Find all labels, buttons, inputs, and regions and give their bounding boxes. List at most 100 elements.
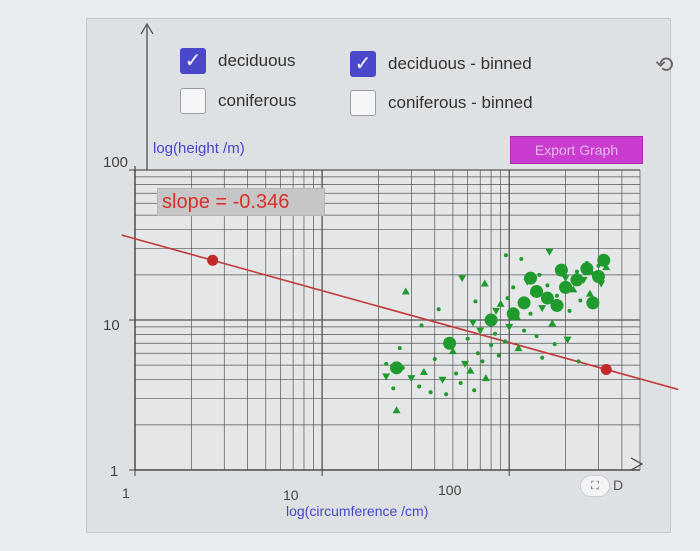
data-point bbox=[489, 343, 494, 348]
data-point bbox=[505, 296, 510, 301]
data-point bbox=[436, 307, 441, 312]
data-point bbox=[458, 275, 467, 283]
x-tick-label: 1 bbox=[122, 485, 130, 501]
fullscreen-suffix: D bbox=[613, 477, 624, 493]
data-point bbox=[397, 346, 402, 351]
data-point bbox=[384, 361, 389, 366]
data-point bbox=[522, 328, 527, 333]
data-point bbox=[496, 353, 501, 358]
data-point bbox=[480, 359, 485, 364]
checkbox-coniferous[interactable]: coniferous bbox=[180, 88, 296, 114]
binned-data-point bbox=[580, 262, 594, 276]
data-point bbox=[438, 376, 447, 384]
data-point bbox=[503, 339, 508, 344]
binned-data-point bbox=[559, 280, 573, 294]
data-point bbox=[432, 356, 437, 361]
data-point bbox=[460, 360, 469, 368]
checkbox-deciduous-binned-box[interactable]: ✓ bbox=[350, 51, 376, 77]
data-point bbox=[476, 327, 485, 335]
data-point bbox=[561, 275, 570, 283]
data-point bbox=[602, 263, 611, 271]
data-point bbox=[576, 359, 581, 364]
data-point bbox=[569, 285, 578, 293]
checkbox-coniferous-binned[interactable]: coniferous - binned bbox=[350, 90, 533, 116]
data-point bbox=[545, 248, 554, 256]
data-point bbox=[444, 392, 449, 397]
checkbox-coniferous-label: coniferous bbox=[218, 91, 297, 110]
binned-data-point bbox=[570, 273, 584, 287]
checkbox-coniferous-binned-box[interactable] bbox=[350, 90, 376, 116]
y-tick-label: 1 bbox=[110, 463, 119, 480]
data-point bbox=[514, 344, 523, 352]
checkbox-deciduous[interactable]: ✓ deciduous bbox=[180, 48, 296, 74]
data-point bbox=[465, 336, 470, 341]
data-point bbox=[480, 279, 489, 287]
y-axis-arrow bbox=[140, 22, 154, 35]
data-point bbox=[496, 299, 505, 307]
slope-readout: slope = -0.346 bbox=[157, 188, 325, 216]
data-point bbox=[548, 319, 557, 327]
x-axis-title: log(circumference /cm) bbox=[286, 503, 429, 519]
fullscreen-icon[interactable]: ⛶ bbox=[580, 475, 610, 497]
data-point bbox=[466, 366, 475, 374]
data-point bbox=[454, 371, 459, 376]
data-point bbox=[538, 305, 547, 313]
binned-data-point bbox=[597, 253, 611, 267]
binned-data-point bbox=[530, 284, 544, 298]
data-point bbox=[563, 336, 572, 344]
binned-data-point bbox=[554, 263, 568, 277]
binned-data-point bbox=[484, 313, 498, 327]
data-point bbox=[528, 311, 533, 316]
binned-data-point bbox=[524, 271, 538, 285]
data-point bbox=[567, 308, 572, 313]
data-point bbox=[472, 388, 477, 393]
fit-line-handle bbox=[207, 254, 219, 266]
data-point bbox=[503, 253, 508, 258]
x-tick-label: 100 bbox=[438, 482, 462, 498]
data-point bbox=[505, 323, 514, 331]
checkbox-deciduous-box[interactable]: ✓ bbox=[180, 48, 206, 74]
checkbox-deciduous-binned[interactable]: ✓ deciduous - binned bbox=[350, 51, 532, 77]
x-axis-arrow bbox=[630, 457, 644, 471]
data-point bbox=[519, 257, 524, 262]
data-point bbox=[468, 319, 477, 327]
checkbox-deciduous-label: deciduous bbox=[218, 51, 296, 70]
checkbox-coniferous-binned-label: coniferous - binned bbox=[388, 93, 533, 112]
y-tick-label: 100 bbox=[103, 154, 129, 171]
binned-data-point bbox=[517, 296, 531, 310]
data-point bbox=[534, 334, 539, 339]
y-axis-title: log(height /m) bbox=[153, 140, 245, 157]
x-tick-label: 10 bbox=[283, 487, 299, 503]
data-point bbox=[401, 287, 410, 295]
export-graph-button[interactable]: Export Graph bbox=[510, 136, 643, 164]
data-point bbox=[492, 307, 501, 315]
binned-data-point bbox=[550, 298, 564, 312]
data-point bbox=[417, 384, 422, 389]
data-point bbox=[407, 375, 416, 383]
data-point bbox=[493, 331, 498, 336]
binned-data-point bbox=[591, 269, 605, 283]
refresh-icon[interactable]: ⟲ bbox=[655, 52, 674, 77]
data-point bbox=[392, 406, 401, 414]
binned-data-point bbox=[540, 291, 554, 305]
data-point bbox=[552, 342, 557, 347]
data-point bbox=[473, 299, 478, 304]
data-point bbox=[419, 368, 428, 376]
data-point bbox=[511, 285, 516, 290]
checkbox-deciduous-binned-label: deciduous - binned bbox=[388, 54, 532, 73]
data-point bbox=[382, 373, 391, 381]
y-tick-label: 10 bbox=[103, 317, 120, 334]
binned-data-point bbox=[443, 336, 457, 350]
data-point bbox=[448, 347, 457, 355]
binned-data-point bbox=[506, 307, 520, 321]
data-point bbox=[540, 355, 545, 360]
data-point bbox=[458, 381, 463, 386]
data-point bbox=[578, 298, 583, 303]
checkbox-coniferous-box[interactable] bbox=[180, 88, 206, 114]
data-point bbox=[574, 269, 579, 274]
data-point bbox=[554, 293, 559, 298]
data-point bbox=[428, 390, 433, 395]
binned-data-point bbox=[390, 361, 404, 375]
data-point bbox=[585, 289, 594, 297]
